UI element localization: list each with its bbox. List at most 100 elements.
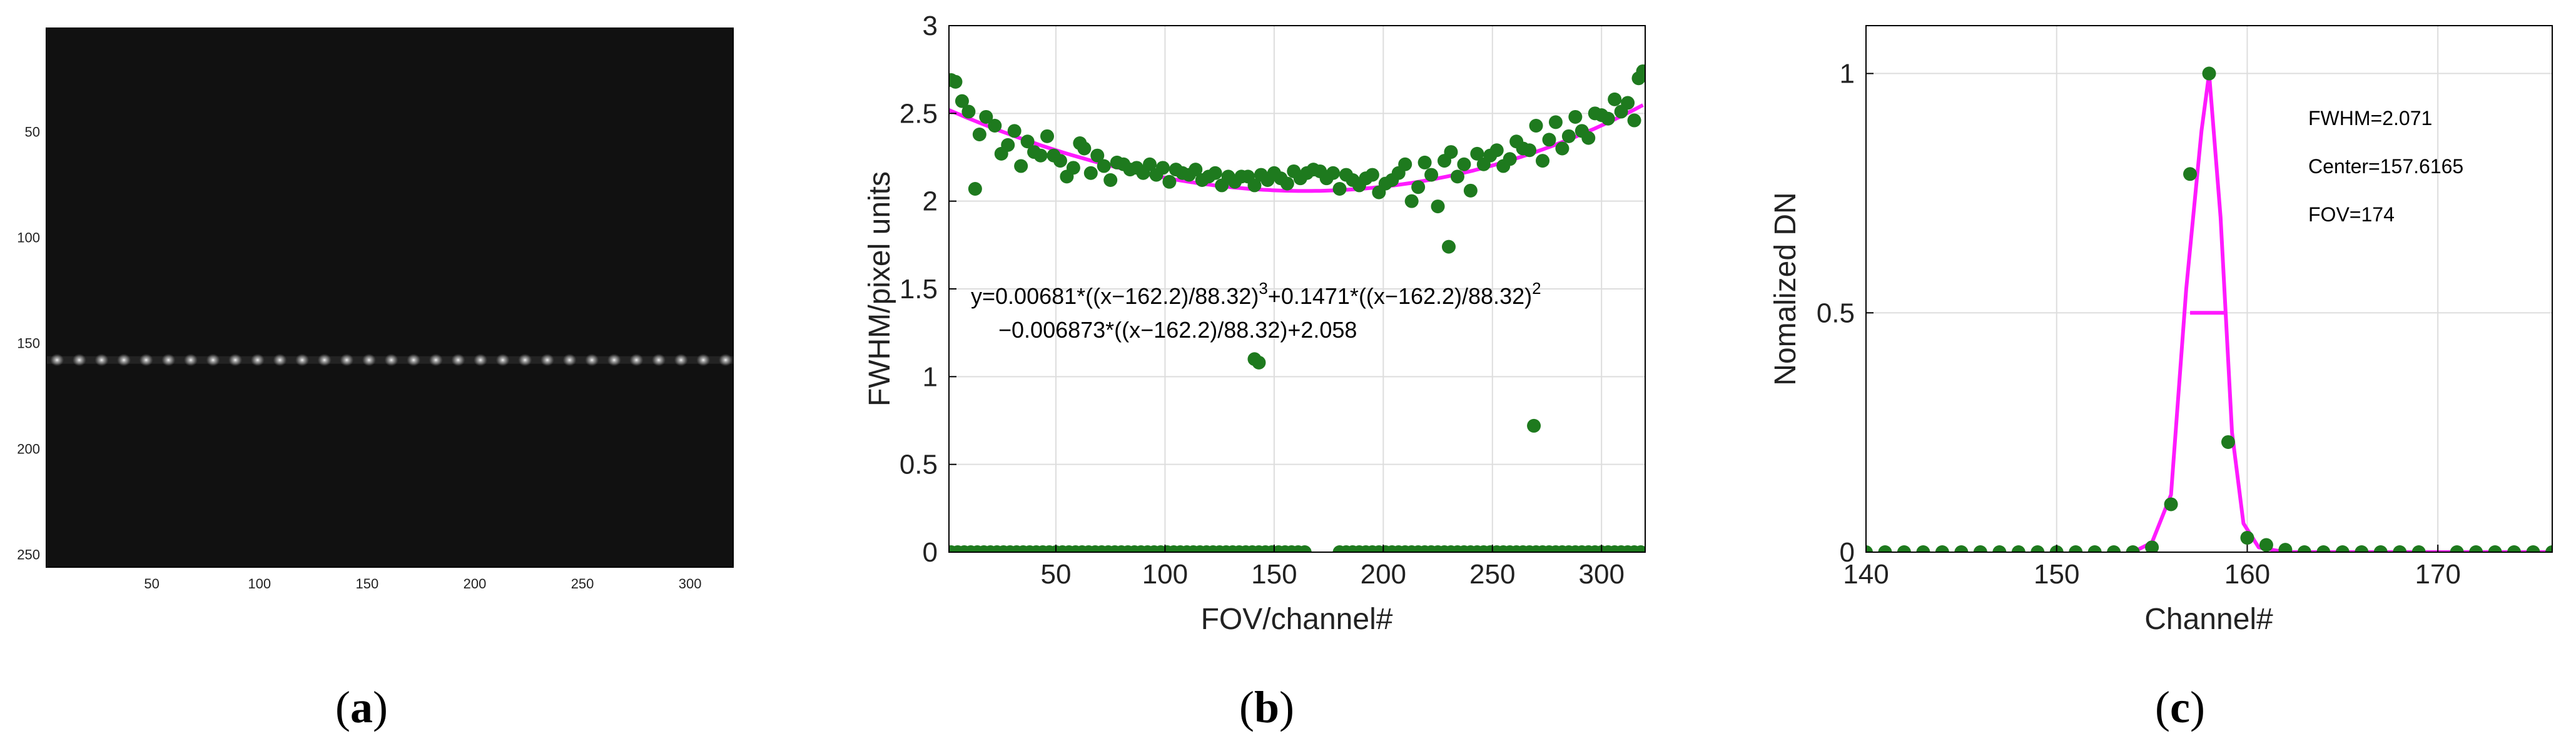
data-point: [2145, 540, 2159, 552]
y-tick-label: 0: [1840, 537, 1855, 568]
x-tick-label: 50: [144, 576, 159, 592]
y-tick-label: 150: [17, 336, 40, 351]
panel-a-image: 50 100 150 200 250 300 50 100 150 200 250: [17, 28, 734, 592]
data-point: [1503, 152, 1517, 166]
x-tick-label: 250: [571, 576, 594, 592]
data-point: [968, 182, 982, 196]
panel-c-plot-area: [1866, 26, 2552, 552]
panel-b-xlabel: FOV/channel#: [1201, 603, 1393, 636]
y-tick-label: 200: [17, 441, 40, 457]
data-point: [2240, 531, 2254, 545]
y-tick-label: 2.5: [900, 98, 938, 129]
data-point: [1332, 182, 1347, 196]
data-point: [1992, 545, 2007, 552]
data-point: [2450, 545, 2464, 552]
data-point: [1444, 145, 1458, 159]
spot: [585, 353, 599, 366]
spot: [72, 353, 86, 366]
data-point: [2087, 545, 2102, 552]
annotation-fov: FOV=174: [2308, 203, 2395, 226]
data-point: [1252, 355, 1266, 370]
spot: [540, 353, 554, 366]
data-point: [1424, 168, 1439, 182]
data-point: [1431, 199, 1445, 214]
data-point: [2126, 545, 2140, 552]
spot: [652, 353, 666, 366]
data-point: [1053, 154, 1067, 168]
x-tick-label: 170: [2415, 559, 2460, 590]
spot: [607, 353, 621, 366]
y-tick-label: 3: [923, 11, 938, 41]
data-point: [1935, 545, 1949, 552]
data-point: [1555, 141, 1569, 156]
x-tick-label: 200: [1361, 559, 1406, 590]
data-points: [1866, 66, 2552, 552]
spot: [474, 353, 488, 366]
data-point: [1066, 161, 1080, 175]
data-point: [949, 74, 963, 89]
spot: [407, 353, 421, 366]
spot: [139, 353, 153, 366]
data-point: [2393, 545, 2407, 552]
x-tick-label: 100: [248, 576, 271, 592]
data-point: [1601, 111, 1615, 126]
data-point: [1001, 138, 1015, 152]
spot: [273, 353, 287, 366]
data-point: [1536, 154, 1550, 168]
panel-c-frame: [1865, 25, 2553, 553]
data-point: [1280, 176, 1294, 191]
data-point: [1450, 169, 1464, 184]
data-point: [1581, 131, 1596, 145]
data-point: [1489, 143, 1504, 158]
data-point: [2355, 545, 2369, 552]
spot: [696, 353, 711, 366]
caption-c: (c): [2155, 682, 2205, 732]
y-tick-label: 1: [1840, 59, 1855, 89]
y-tick-label: 0.5: [900, 450, 938, 480]
x-tick-label: 150: [2034, 559, 2079, 590]
x-tick-label: 200: [464, 576, 487, 592]
spot: [317, 353, 332, 366]
data-point: [988, 118, 1002, 133]
data-point: [1542, 133, 1556, 147]
data-point: [1529, 118, 1543, 133]
spot: [562, 353, 577, 366]
x-tick-label: 160: [2224, 559, 2270, 590]
data-point: [1208, 166, 1222, 180]
data-point: [979, 109, 993, 124]
data-point: [1247, 178, 1262, 193]
data-point: [2469, 545, 2483, 552]
spot: [161, 353, 176, 366]
data-point: [1162, 174, 1177, 189]
x-tick-label: 140: [1843, 559, 1889, 590]
y-tick-label: 50: [25, 124, 40, 140]
data-point: [1417, 155, 1432, 169]
data-point: [1527, 418, 1541, 433]
data-point: [2297, 545, 2311, 552]
panel-c-ticks: 140 150 160 170 0 0.5 1: [1817, 59, 2461, 590]
spot: [117, 353, 131, 366]
spot: [340, 353, 354, 366]
data-point: [1014, 159, 1028, 173]
spot: [94, 353, 109, 366]
data-point: [1097, 159, 1111, 173]
y-tick-label: 1.5: [900, 274, 938, 305]
data-point: [1404, 194, 1419, 208]
data-point: [1411, 180, 1426, 194]
data-point: [1636, 64, 1645, 78]
data-point: [2335, 545, 2350, 552]
data-point: [1365, 168, 1379, 182]
spot: [206, 353, 220, 366]
spot: [629, 353, 644, 366]
x-tick-label: 300: [679, 576, 702, 592]
data-point: [2278, 543, 2293, 552]
data-point: [1077, 141, 1092, 156]
fit-equation-line-2: −0.006873*((x−162.2)/88.32)+2.058: [998, 317, 1357, 343]
annotation-center: Center=157.6165: [2308, 155, 2463, 178]
spot: [362, 353, 376, 366]
data-point: [1561, 129, 1576, 143]
y-tick-label: 100: [17, 230, 40, 246]
spot: [451, 353, 465, 366]
panel-b-chart: 50 100 150 200 250 300 0 0.5 1 1.5 2 2.5 3 y=0.00681…: [863, 11, 1646, 636]
x-tick-label: 100: [1142, 559, 1188, 590]
